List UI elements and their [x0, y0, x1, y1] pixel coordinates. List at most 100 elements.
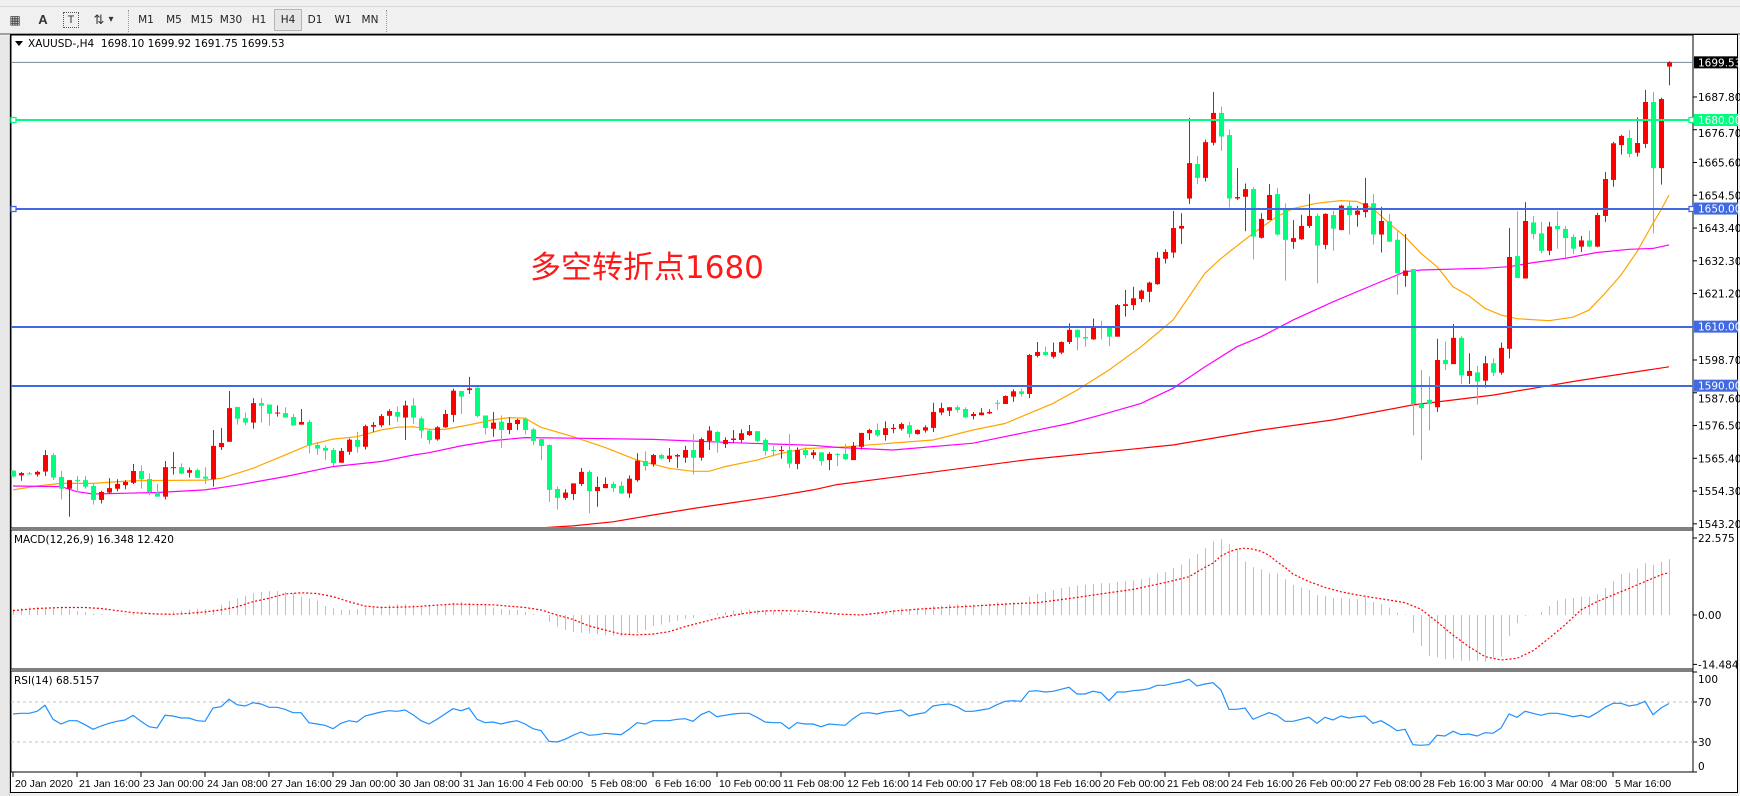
candle-body [403, 405, 408, 418]
candle-body [187, 470, 192, 473]
period-h4-button[interactable]: H4 [274, 9, 302, 31]
candle-body [571, 483, 576, 495]
candle-bullish [1259, 213, 1264, 239]
candle-bullish [891, 424, 896, 434]
candle-body [91, 486, 96, 500]
period-h1-button[interactable]: H1 [251, 14, 267, 26]
candle-body [739, 433, 744, 440]
candle-bearish [803, 447, 808, 459]
candle-bearish [875, 423, 880, 437]
candle-bullish [339, 447, 344, 463]
level-handle[interactable] [10, 205, 17, 213]
candle-bullish [795, 447, 800, 470]
candle-bullish [115, 479, 120, 492]
candle-bearish [195, 468, 200, 479]
candle-body [1299, 225, 1304, 240]
candle-bullish [387, 409, 392, 426]
candle-bearish [411, 398, 416, 425]
candle-body [259, 403, 264, 406]
candle-bearish [715, 431, 720, 453]
candle-body [1187, 163, 1192, 199]
chevron-down-icon[interactable]: ▾ [108, 14, 114, 25]
candle-bullish [571, 483, 576, 500]
candle-bullish [675, 453, 680, 469]
candle-bullish [1091, 318, 1096, 340]
left-scroll-strip[interactable] [0, 36, 10, 796]
candle-body [547, 445, 552, 490]
candle-bullish [723, 437, 728, 448]
period-m5-button[interactable]: M5 [166, 14, 182, 26]
time-axis-label: 23 Jan 00:00 [143, 778, 204, 790]
candle-body [1523, 220, 1528, 279]
candle-bullish [1363, 177, 1368, 218]
ohlc-values: 1698.10 1699.92 1691.75 1699.53 [100, 38, 285, 50]
level-handle[interactable] [1688, 116, 1695, 124]
toolbar-separator [386, 10, 388, 32]
time-axis-label: 5 Mar 16:00 [1615, 778, 1671, 790]
level-handle[interactable] [10, 116, 17, 124]
candle-bullish [731, 429, 736, 443]
candle-bullish [1299, 214, 1304, 240]
candle-body [1067, 329, 1072, 342]
chart-window[interactable] [10, 34, 1738, 793]
rsi-label: RSI(14) 68.5157 [14, 675, 100, 687]
candle-bearish [259, 398, 264, 423]
candle-bearish [1099, 321, 1104, 340]
candle-bullish [747, 424, 752, 436]
period-m1-button[interactable]: M1 [138, 14, 154, 26]
period-d1-button[interactable]: D1 [307, 14, 323, 26]
candle-bearish [955, 405, 960, 413]
candle-body [283, 413, 288, 418]
period-m15-button[interactable]: M15 [190, 14, 214, 26]
candle-body [99, 491, 104, 500]
candle-body [619, 485, 624, 494]
chart-annotation-text[interactable]: 多空转折点1680 [530, 250, 764, 286]
candle-body [1235, 197, 1240, 199]
level-handle[interactable] [1688, 205, 1695, 213]
candle-bullish [1051, 342, 1056, 359]
candle-bullish [915, 429, 920, 435]
candle-bearish [1419, 370, 1424, 461]
candle-body [987, 411, 992, 414]
candle-body [1179, 225, 1184, 229]
candle-bearish [315, 442, 320, 455]
text-box-icon[interactable]: T [63, 12, 79, 28]
candle-bullish [1211, 91, 1216, 146]
candle-bearish [291, 414, 296, 426]
period-w1-button[interactable]: W1 [334, 14, 352, 26]
time-axis-label: 26 Feb 00:00 [1295, 778, 1357, 790]
candle-body [43, 455, 48, 472]
candle-body [1563, 228, 1568, 239]
time-axis-label: 20 Jan 2020 [15, 778, 73, 790]
dropdown-triangle-icon[interactable] [15, 41, 23, 46]
candle-bullish [1611, 141, 1616, 187]
price-axis-label: 1665.60 [1698, 158, 1740, 170]
candle-bullish [1595, 212, 1600, 248]
candle-bullish [579, 468, 584, 487]
candle-bearish [547, 444, 552, 502]
time-axis-label: 5 Feb 08:00 [591, 778, 647, 790]
candle-body [899, 424, 904, 429]
candle-body [755, 431, 760, 441]
period-m30-button[interactable]: M30 [219, 14, 243, 26]
text-label-grid-icon[interactable]: ▦ [9, 13, 21, 27]
arrows-icon[interactable]: ⇅ [93, 12, 105, 27]
candle-bullish [347, 438, 352, 455]
candle-body [1171, 228, 1176, 253]
candle-bullish [1035, 341, 1040, 358]
candle-body [1595, 215, 1600, 247]
period-mn-button[interactable]: MN [361, 14, 379, 26]
candle-bearish [787, 434, 792, 469]
candle-body [1515, 256, 1520, 278]
candle-body [1459, 337, 1464, 376]
time-axis-label: 21 Feb 08:00 [1167, 778, 1229, 790]
candle-bullish [363, 424, 368, 450]
candle-body [339, 450, 344, 463]
candle-bullish [1659, 97, 1664, 185]
candle-body [555, 489, 560, 498]
candle-body [1107, 326, 1112, 337]
text-a-icon[interactable]: A [38, 12, 48, 27]
time-axis-label: 17 Feb 08:00 [975, 778, 1037, 790]
candle-body [1123, 304, 1128, 306]
